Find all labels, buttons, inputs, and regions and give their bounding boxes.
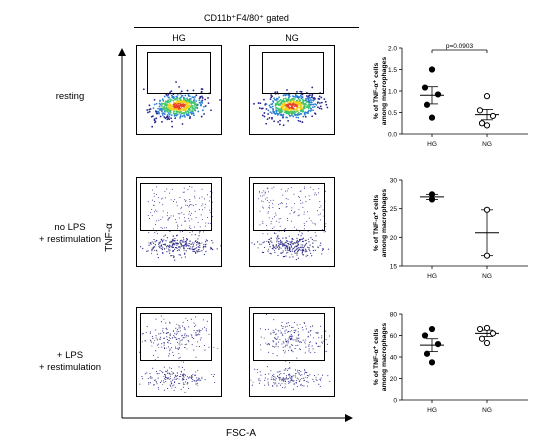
data-point	[428, 114, 436, 121]
flow-dots	[251, 186, 330, 261]
y-axis-label: % of TNF-α⁺ cells among macrophages	[373, 57, 388, 126]
row-label-lps: + LPS + restimulation	[30, 350, 110, 374]
data-point	[428, 325, 436, 333]
data-point	[423, 350, 431, 357]
data-point	[423, 101, 431, 108]
gate-box	[253, 183, 325, 231]
y-tick-label: 25	[390, 206, 398, 213]
x-tick-label: HG	[427, 407, 437, 414]
y-tick-label: 80	[390, 312, 398, 319]
row-label-resting: resting	[30, 91, 110, 103]
y-axis-label-line: among macrophages	[381, 323, 388, 392]
data-point	[476, 107, 484, 114]
x-axis-label: FSC-A	[226, 428, 256, 439]
y-axis-label-line: among macrophages	[381, 189, 388, 258]
row-label-line: + restimulation	[38, 362, 102, 373]
flow-panel-nolps-ng	[249, 177, 335, 267]
row-label-line: resting	[55, 91, 85, 102]
y-tick-label: 40	[390, 355, 398, 362]
x-tick-label: NG	[482, 273, 492, 280]
data-point	[478, 120, 486, 127]
y-tick-label: 30	[390, 178, 398, 185]
y-tick-label: 15	[390, 264, 398, 271]
flow-dots	[142, 81, 221, 128]
p-value-label: p=0.0903	[446, 43, 474, 50]
gate-box	[262, 52, 324, 94]
data-point	[428, 66, 436, 73]
y-tick-label: 0	[393, 398, 397, 405]
data-point	[428, 359, 436, 366]
gate-box	[147, 52, 211, 94]
data-point	[489, 330, 497, 337]
flow-dots	[250, 313, 331, 390]
x-tick-label: HG	[427, 273, 437, 280]
row-label-no-lps: no LPS + restimulation	[30, 222, 110, 246]
data-point	[428, 191, 436, 198]
flow-panel-lps-ng	[249, 307, 335, 397]
flow-dots	[140, 185, 221, 261]
y-axis-label: % of TNF-α⁺ cells among macrophages	[373, 189, 388, 258]
gating-label: CD11b⁺F4/80⁺ gated	[204, 13, 289, 23]
y-axis-label-line: among macrophages	[381, 57, 388, 126]
flow-dots	[253, 86, 329, 127]
data-point	[478, 335, 486, 342]
data-point	[483, 324, 491, 332]
data-point	[434, 341, 442, 348]
y-tick-label: 1.5	[388, 67, 397, 74]
flow-dots	[139, 315, 219, 393]
gate-box	[253, 313, 325, 361]
flow-panel-resting-ng	[249, 45, 335, 135]
x-tick-label: NG	[482, 141, 492, 148]
y-tick-label: 1.0	[388, 89, 397, 96]
x-tick-label: NG	[482, 407, 492, 414]
flow-panel-lps-hg	[136, 307, 222, 397]
y-axis-label-line: % of TNF-α⁺ cells	[373, 329, 380, 386]
data-point	[483, 339, 491, 347]
column-header-ng: NG	[285, 33, 299, 43]
y-tick-label: 0.0	[388, 132, 397, 139]
data-point	[483, 206, 491, 213]
gate-box	[140, 183, 212, 231]
x-tick-label: HG	[427, 141, 437, 148]
y-tick-label: 60	[390, 333, 398, 340]
y-tick-label: 2.0	[388, 46, 397, 53]
y-tick-label: 0.5	[388, 110, 397, 117]
row-label-line: + restimulation	[38, 234, 102, 245]
data-point	[421, 332, 429, 339]
y-axis-label-line: % of TNF-α⁺ cells	[373, 63, 380, 120]
gating-header-line	[134, 27, 359, 28]
flow-panel-nolps-hg	[136, 177, 222, 267]
data-point	[483, 122, 491, 129]
data-point	[421, 84, 429, 91]
row-label-line: + LPS	[56, 350, 84, 361]
data-point	[489, 112, 497, 120]
data-point	[483, 252, 491, 259]
y-axis-label-line: % of TNF-α⁺ cells	[373, 195, 380, 252]
y-tick-label: 20	[390, 235, 398, 242]
data-point	[476, 325, 484, 333]
y-axis-label: TNF-α	[103, 223, 115, 252]
data-point	[434, 91, 442, 98]
row-label-line: no LPS	[54, 222, 86, 233]
data-point	[483, 93, 491, 100]
data-point	[428, 196, 436, 203]
summary-chart-resting: 0.00.51.01.52.0% of TNF-α⁺ cells among ma…	[373, 43, 528, 148]
gate-box	[140, 313, 212, 361]
column-header-hg: HG	[172, 33, 186, 43]
y-axis-label: % of TNF-α⁺ cells among macrophages	[373, 323, 388, 392]
flow-panel-resting-hg	[136, 45, 222, 135]
y-tick-label: 20	[390, 376, 398, 383]
